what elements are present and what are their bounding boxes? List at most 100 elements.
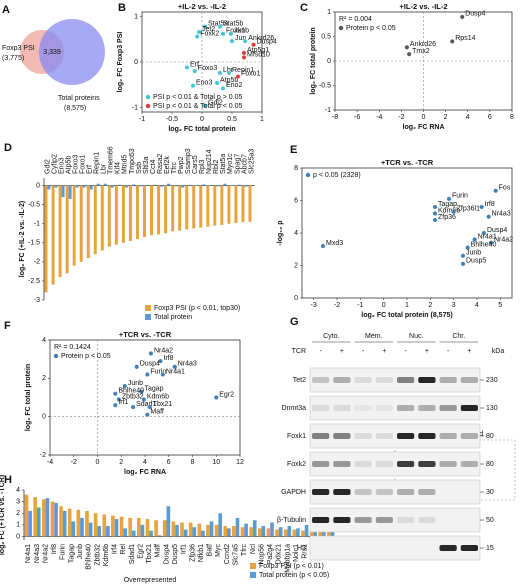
point-label: Tagap [144, 386, 163, 393]
point [184, 65, 190, 70]
point-label: Atp5g1 [247, 47, 269, 54]
bar [117, 184, 121, 186]
bar [240, 527, 245, 537]
point [459, 14, 465, 20]
point-label: Nr4a3 [178, 361, 197, 368]
bar [51, 185, 55, 285]
band [333, 517, 351, 523]
point [493, 188, 499, 194]
treatment-sign: + [382, 348, 386, 355]
bar [192, 527, 197, 537]
bar [131, 530, 136, 537]
category-label: Zbtb32 [94, 544, 101, 566]
category-label: Tagap [68, 544, 75, 563]
bar [45, 498, 50, 537]
bar [218, 513, 223, 537]
point [147, 404, 153, 410]
bar [237, 184, 241, 186]
x-tick-label: 2 [428, 302, 432, 309]
bar [248, 185, 252, 222]
bar [261, 526, 266, 537]
x-tick-label: -6 [354, 114, 360, 121]
x-tick-label: 10 [212, 459, 220, 466]
point [202, 24, 208, 29]
x-axis-label: log₂ FC total protein (8,575) [361, 312, 452, 319]
bar [175, 524, 179, 537]
band [354, 461, 372, 467]
point [241, 55, 247, 60]
fraction-label: Mem. [365, 333, 383, 340]
point [235, 74, 241, 79]
bar [128, 185, 132, 241]
set-name: Total proteins [58, 95, 100, 102]
category-label: Repin1 [94, 152, 101, 174]
category-label: Myo1c [227, 153, 234, 174]
bar [206, 524, 210, 537]
bar [89, 185, 93, 190]
category-label: Rel [120, 544, 127, 555]
marker-label: 30 [486, 489, 494, 496]
point [220, 86, 226, 91]
y-tick-label: 0.5 [321, 33, 331, 40]
bar [206, 185, 210, 227]
category-label: Cct4 [150, 160, 157, 175]
point [112, 402, 118, 408]
y-tick-label: 0 [294, 295, 298, 302]
point [122, 383, 128, 389]
band [397, 489, 415, 495]
band [460, 405, 478, 411]
point-label: Sdad1 [136, 401, 156, 408]
y-tick-label: 2 [42, 375, 46, 382]
bar [54, 502, 58, 537]
bar [111, 515, 115, 537]
y-tick-label: -1 [34, 221, 40, 228]
bar [149, 530, 153, 537]
point [488, 240, 494, 246]
treatment-sign: - [319, 348, 322, 355]
category-label: Kif4 [115, 162, 122, 174]
bar [71, 521, 76, 537]
bar [216, 185, 220, 187]
point-label: Fos [499, 185, 511, 192]
band [333, 489, 351, 495]
legend-label: Protein p < 0.05 [61, 353, 111, 360]
band [397, 377, 415, 383]
x-tick-label: -0.5 [166, 116, 178, 123]
bar [292, 529, 297, 537]
bar [213, 185, 217, 226]
point [158, 358, 163, 364]
category-label: Nr4a1 [25, 544, 32, 563]
x-axis-label: log₂ FC RNA [124, 469, 166, 476]
panel-label: E [290, 144, 297, 156]
band [460, 433, 478, 439]
band [397, 517, 415, 523]
x-tick-label: 1 [405, 302, 409, 309]
band [439, 461, 457, 467]
chart-title: +TCR vs. -TCR [119, 330, 172, 339]
x-tick-label: -4 [47, 459, 53, 466]
category-label: Bhlhe40 [86, 544, 93, 570]
legend-label: Total protein (p < 0.05) [259, 572, 329, 579]
bar [232, 526, 236, 537]
band [397, 433, 415, 439]
x-axis-label: log₂ FC total protein [168, 126, 235, 133]
point [432, 217, 438, 223]
bar [157, 535, 162, 537]
bar [65, 185, 69, 274]
bar [80, 517, 84, 537]
x-tick-label: 3 [452, 302, 456, 309]
point-label: Tagap [438, 201, 457, 208]
blot-strip [309, 395, 481, 421]
band [375, 517, 393, 523]
point [241, 50, 247, 56]
point-label: Nr4a2 [494, 237, 513, 244]
bar [88, 522, 93, 537]
bar [235, 517, 240, 537]
point-label: Junb [466, 250, 481, 257]
bar [199, 185, 203, 228]
bar [154, 520, 158, 537]
x-tick-label: 2 [119, 459, 123, 466]
category-label: Sltl3a [143, 156, 150, 174]
category-label: Nfkb1 [198, 544, 205, 562]
category-label: Mybbp1a [284, 544, 291, 573]
